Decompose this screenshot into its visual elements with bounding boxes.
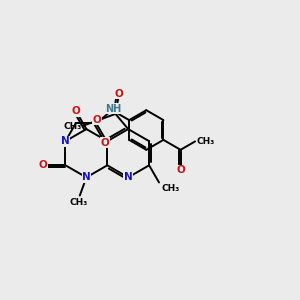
Text: NH: NH — [105, 104, 122, 114]
Text: O: O — [101, 138, 110, 148]
Text: N: N — [82, 172, 91, 182]
Text: O: O — [176, 165, 185, 175]
Text: CH₃: CH₃ — [161, 184, 180, 193]
Text: CH₃: CH₃ — [69, 199, 87, 208]
Text: O: O — [92, 115, 101, 125]
Text: CH₃: CH₃ — [63, 122, 81, 131]
Text: O: O — [39, 160, 47, 170]
Text: N: N — [124, 172, 133, 182]
Text: N: N — [61, 136, 70, 146]
Text: O: O — [71, 106, 80, 116]
Text: CH₃: CH₃ — [196, 137, 215, 146]
Text: O: O — [114, 89, 123, 99]
